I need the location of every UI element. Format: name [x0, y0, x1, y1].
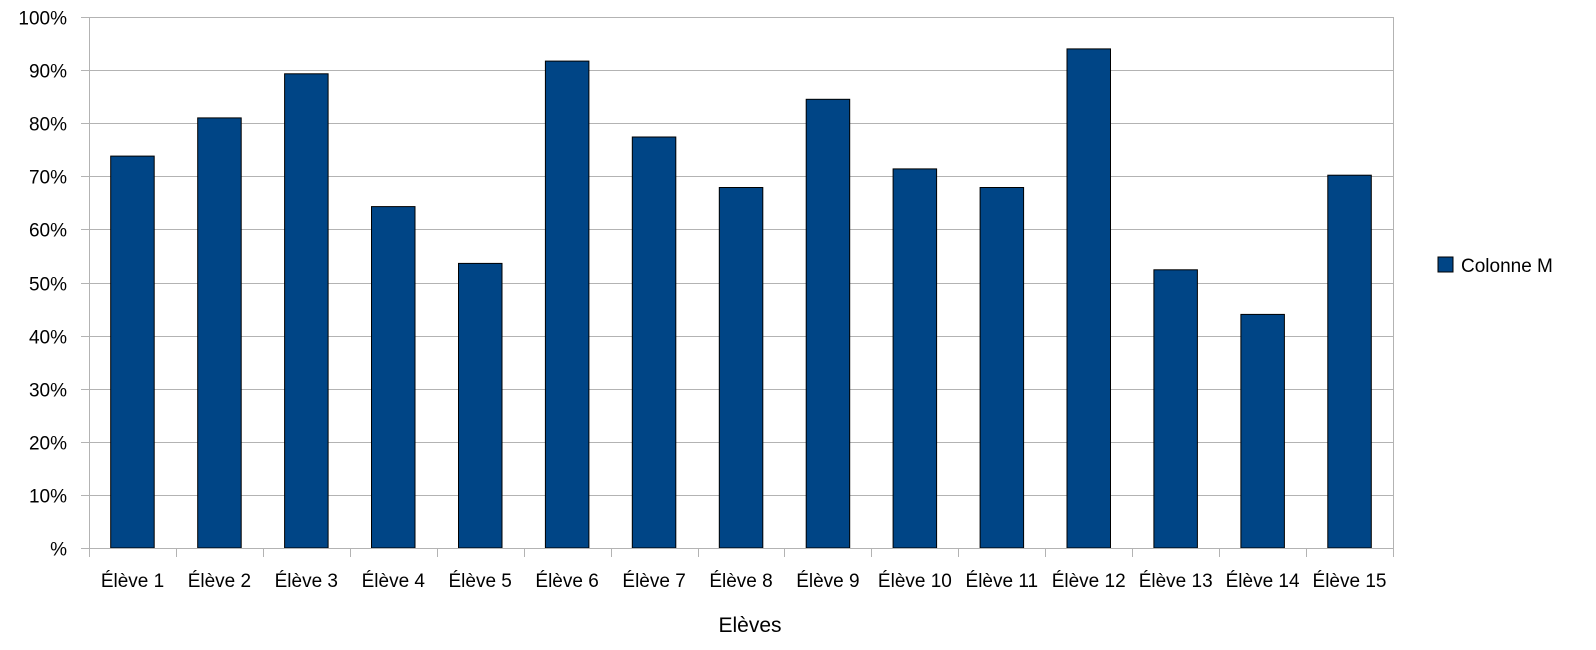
bar: [805, 98, 851, 549]
bar: [371, 206, 416, 549]
bar: [631, 136, 677, 549]
y-tick-label: 10%: [29, 487, 67, 508]
x-tick-label: Élève 4: [362, 571, 426, 592]
y-tick-label: 30%: [29, 381, 67, 402]
x-tick-label: Élève 10: [878, 571, 952, 592]
x-tick-label: Élève 6: [535, 571, 598, 592]
bar: [979, 187, 1025, 549]
bar: [1240, 313, 1285, 549]
x-tick-label: Élève 11: [966, 571, 1039, 592]
y-tick-label: 40%: [29, 328, 67, 349]
y-tick-label: %: [50, 540, 67, 561]
x-tick-label: Élève 5: [449, 571, 512, 592]
bar: [1153, 269, 1198, 549]
x-tick-label: Élève 1: [101, 571, 164, 592]
legend: Colonne M: [1437, 256, 1553, 277]
axes: [89, 17, 1394, 557]
x-tick-label: Élève 13: [1139, 571, 1213, 592]
x-tick-label: Élève 7: [622, 571, 685, 592]
x-tick-label: Élève 2: [188, 571, 251, 592]
legend-swatch: [1437, 256, 1454, 273]
x-tick-labels: Élève 1 Élève 2 Élève 3 Élève 4 Élève 5 Élève…: [101, 571, 1387, 592]
y-tick-label: 60%: [29, 221, 67, 242]
x-axis-title: Elèves: [718, 614, 781, 637]
legend-label: Colonne M: [1461, 256, 1553, 277]
x-tick-label: Élève 3: [275, 571, 338, 592]
bar: [892, 168, 938, 549]
bar: [284, 73, 329, 549]
y-tick-label: 20%: [29, 434, 67, 455]
bars: [110, 48, 1372, 549]
y-tick-label: 90%: [29, 62, 67, 83]
x-tick-label: Élève 12: [1052, 571, 1126, 592]
bar: [544, 60, 590, 549]
bar: [1066, 48, 1111, 549]
x-tick-label: Élève 14: [1226, 571, 1300, 592]
bar: [197, 117, 242, 549]
bar: [458, 262, 503, 549]
bar: [718, 187, 764, 549]
bar: [110, 155, 155, 549]
y-tick-label: 70%: [29, 168, 67, 189]
y-tick-labels: % 10% 20% 30% 40% 50% 60% 70% 80% 90% 100%: [18, 9, 67, 561]
x-tick-label: Élève 8: [709, 571, 772, 592]
y-tick-label: 80%: [29, 115, 67, 136]
bar: [1327, 174, 1372, 549]
x-tick-label: Élève 9: [796, 571, 859, 592]
y-tick-label: 50%: [29, 275, 67, 296]
y-tick-label: 100%: [18, 9, 67, 30]
x-tick-label: Élève 15: [1313, 571, 1387, 592]
